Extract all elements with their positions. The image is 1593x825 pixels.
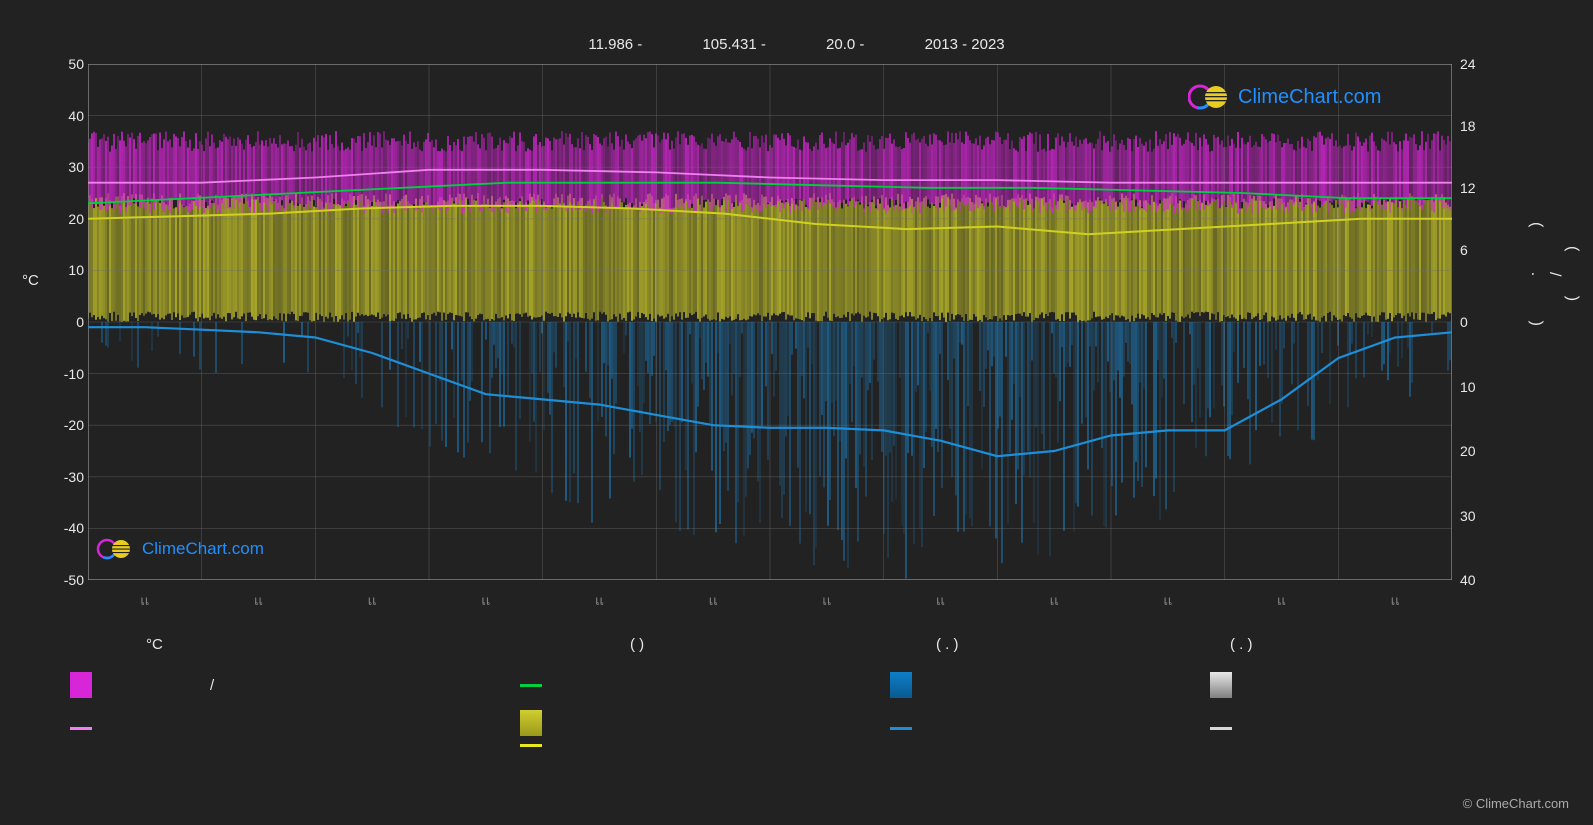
legend-header-4: ( . ) <box>1210 636 1450 653</box>
swatch-blue-box <box>890 672 912 698</box>
legend-header-3: ( . ) <box>890 636 1210 653</box>
swatch-magenta-box <box>70 672 92 698</box>
copyright-footer: © ClimeChart.com <box>1463 796 1569 811</box>
legend-item-magenta-line <box>60 710 520 747</box>
swatch-yellow-line <box>520 744 542 747</box>
swatch-grey-line <box>1210 727 1232 730</box>
legend-header-1: °C <box>60 636 520 653</box>
swatch-blue-line <box>890 727 912 730</box>
meta-lon: 105.431 - <box>702 36 765 53</box>
brand-name: ClimeChart.com <box>1238 86 1381 109</box>
legend-item-magenta-box: / <box>60 672 520 698</box>
legend-header-row: °C ( ) ( . ) ( . ) <box>60 636 1500 653</box>
y-axis-right-ticks: 2418126010203040 <box>1460 64 1492 580</box>
legend-item-blue-line <box>890 710 1210 747</box>
brand-logo-bottom: ClimeChart.com <box>96 536 264 562</box>
swatch-yellow-box <box>520 710 542 736</box>
brand-logo-top: ClimeChart.com <box>1188 82 1381 112</box>
legend-item-blue-box <box>890 672 1210 698</box>
climate-chart <box>88 64 1452 580</box>
meta-years: 2013 - 2023 <box>925 36 1005 53</box>
y-axis-left-ticks: 50403020100-10-20-30-40-50 <box>48 64 84 580</box>
meta-lat: 11.986 - <box>588 36 642 53</box>
swatch-green-line <box>520 684 542 687</box>
x-axis-ticks: เเเเเเเเเเเเเเเเเเเเเเเเ <box>88 590 1452 611</box>
logo-icon <box>1188 82 1230 112</box>
legend-row-boxes: / <box>60 672 1500 698</box>
legend-row-lines <box>60 710 1500 747</box>
chart-svg <box>88 64 1452 580</box>
legend-item-grey-box <box>1210 672 1450 698</box>
legend-header-2: ( ) <box>520 636 890 653</box>
meta-elev: 20.0 - <box>826 36 864 53</box>
brand-name: ClimeChart.com <box>142 539 264 559</box>
logo-icon <box>96 536 134 562</box>
swatch-magenta-line <box>70 727 92 730</box>
legend-item-grey-line <box>1210 710 1450 747</box>
y-axis-left-label: °C <box>22 272 39 289</box>
chart-meta-header: 11.986 - 105.431 - 20.0 - 2013 - 2023 <box>0 36 1593 53</box>
swatch-grey-box <box>1210 672 1232 698</box>
legend-item-yellow <box>520 710 890 747</box>
legend-item-green-line <box>520 672 890 698</box>
y-axis-right-label: ( ) / ( . ) <box>1527 222 1581 346</box>
